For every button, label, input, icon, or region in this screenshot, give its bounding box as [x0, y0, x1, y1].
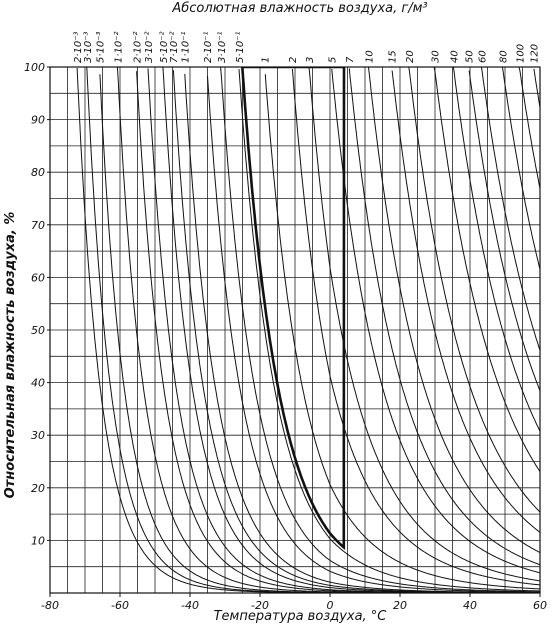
humidity-curve: [99, 74, 540, 593]
x-tick-label: -40: [181, 599, 199, 612]
y-tick-label: 80: [31, 166, 45, 179]
curve-label: 2: [288, 57, 299, 63]
curve-label: 5·10⁻²: [159, 31, 170, 63]
y-tick-label: 60: [31, 271, 45, 284]
humidity-curve: [291, 68, 540, 586]
humidity-curve: [207, 75, 540, 593]
curve-label: 7: [345, 56, 356, 63]
humidity-curve: [184, 73, 540, 593]
curve-label: 80: [498, 50, 509, 63]
x-tick-label: -60: [111, 599, 129, 612]
humidity-curve: [391, 70, 540, 533]
curve-label: 2·10⁻²: [132, 31, 143, 63]
curve-label: 1·10⁻²: [113, 31, 124, 63]
curves: [76, 67, 540, 593]
curve-label: 2·10⁻¹: [203, 31, 214, 63]
y-axis-title: Относительная влажность воздуха, %: [3, 212, 18, 499]
highlight-path: [240, 67, 346, 550]
y-tick-label: 90: [31, 114, 45, 127]
humidity-curve: [501, 67, 540, 270]
y-tick-label: 10: [31, 534, 45, 547]
humidity-curve: [468, 70, 540, 391]
curve-label: 5·10⁻³: [96, 31, 107, 63]
y-tick-label: 40: [31, 377, 45, 390]
humidity-curve: [136, 71, 540, 593]
x-tick-label: -20: [251, 599, 269, 612]
curve-label: 10: [365, 50, 376, 63]
curve-label: 3·10⁻³: [83, 31, 94, 63]
curve-label: 60: [477, 50, 488, 63]
humidity-curve: [331, 68, 540, 574]
humidity-curve: [264, 74, 540, 590]
humidity-curve: [452, 67, 540, 432]
curve-label: 120: [530, 44, 541, 63]
curve-label: 20: [405, 50, 416, 63]
x-tick-label: 40: [463, 599, 477, 612]
humidity-curve: [533, 68, 540, 108]
x-tick-label: -80: [41, 599, 59, 612]
x-axis-title: Температура воздуха, °С: [214, 609, 388, 624]
curve-label: 50: [465, 50, 476, 63]
curve-label: 30: [430, 50, 441, 63]
humidity-curve: [220, 67, 540, 593]
curve-label: 3·10⁻²: [144, 31, 155, 63]
curve-label: 40: [449, 50, 460, 63]
curve-label: 1: [261, 57, 272, 63]
curve-label: 7·10⁻²: [169, 31, 180, 63]
x-tick-label: 20: [393, 599, 407, 612]
y-tick-label: 70: [31, 219, 45, 232]
humidity-curve: [433, 67, 540, 472]
humidity-curve: [308, 67, 540, 582]
x-tick-label: 60: [533, 599, 547, 612]
curve-label: 5·10⁻¹: [235, 31, 246, 63]
curve-label: 15: [388, 50, 399, 63]
y-tick-label: 50: [31, 324, 45, 337]
humidity-curve: [480, 67, 540, 351]
humidity-curve: [408, 67, 540, 513]
humidity-curve: [518, 67, 540, 189]
humidity-curve: [238, 69, 540, 592]
y-tick-label: 20: [31, 482, 45, 495]
curve-label: 2·10⁻³: [73, 31, 84, 63]
y-tick-label: 30: [31, 429, 45, 442]
curve-label: 1·10⁻¹: [180, 31, 191, 63]
curve-label: 5: [328, 57, 339, 63]
y-tick-label: 100: [24, 61, 45, 74]
curve-label: 3: [305, 57, 316, 63]
humidity-curve: [348, 68, 540, 566]
x-tick-label: 0: [327, 599, 334, 612]
humidity-curve: [368, 67, 540, 554]
chart-title: Абсолютная влажность воздуха, г/м³: [171, 1, 427, 16]
curve-label: 3·10⁻¹: [217, 31, 228, 63]
curve-label: 100: [515, 44, 526, 63]
